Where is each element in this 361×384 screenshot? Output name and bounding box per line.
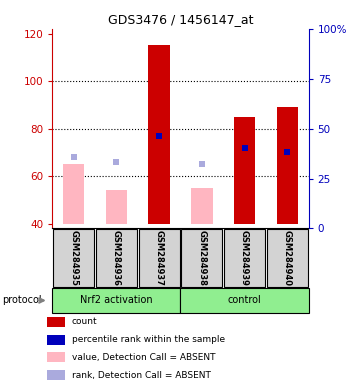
Bar bbox=[47, 334, 65, 344]
Bar bbox=[139, 229, 180, 287]
Bar bbox=[181, 229, 222, 287]
Text: GSM284936: GSM284936 bbox=[112, 230, 121, 286]
Bar bbox=[180, 288, 309, 313]
Bar bbox=[63, 164, 84, 224]
Bar bbox=[47, 353, 65, 362]
Bar bbox=[106, 190, 127, 224]
Text: count: count bbox=[72, 317, 97, 326]
Text: percentile rank within the sample: percentile rank within the sample bbox=[72, 335, 225, 344]
Text: GSM284939: GSM284939 bbox=[240, 230, 249, 286]
Text: Nrf2 activation: Nrf2 activation bbox=[80, 295, 153, 306]
Bar bbox=[234, 117, 255, 224]
Bar bbox=[267, 229, 308, 287]
Text: GDS3476 / 1456147_at: GDS3476 / 1456147_at bbox=[108, 13, 253, 26]
Bar bbox=[148, 45, 170, 224]
Bar bbox=[224, 229, 265, 287]
Text: GSM284938: GSM284938 bbox=[197, 230, 206, 286]
Text: GSM284940: GSM284940 bbox=[283, 230, 292, 286]
Text: GSM284937: GSM284937 bbox=[155, 230, 164, 286]
Text: protocol: protocol bbox=[2, 295, 42, 306]
Bar bbox=[52, 288, 180, 313]
Bar bbox=[191, 188, 213, 224]
Bar bbox=[96, 229, 137, 287]
Text: rank, Detection Call = ABSENT: rank, Detection Call = ABSENT bbox=[72, 371, 211, 380]
Bar bbox=[47, 370, 65, 380]
Bar bbox=[53, 229, 94, 287]
Bar bbox=[47, 317, 65, 327]
Bar bbox=[277, 107, 298, 224]
Text: value, Detection Call = ABSENT: value, Detection Call = ABSENT bbox=[72, 353, 216, 362]
Text: control: control bbox=[228, 295, 261, 306]
Text: GSM284935: GSM284935 bbox=[69, 230, 78, 286]
